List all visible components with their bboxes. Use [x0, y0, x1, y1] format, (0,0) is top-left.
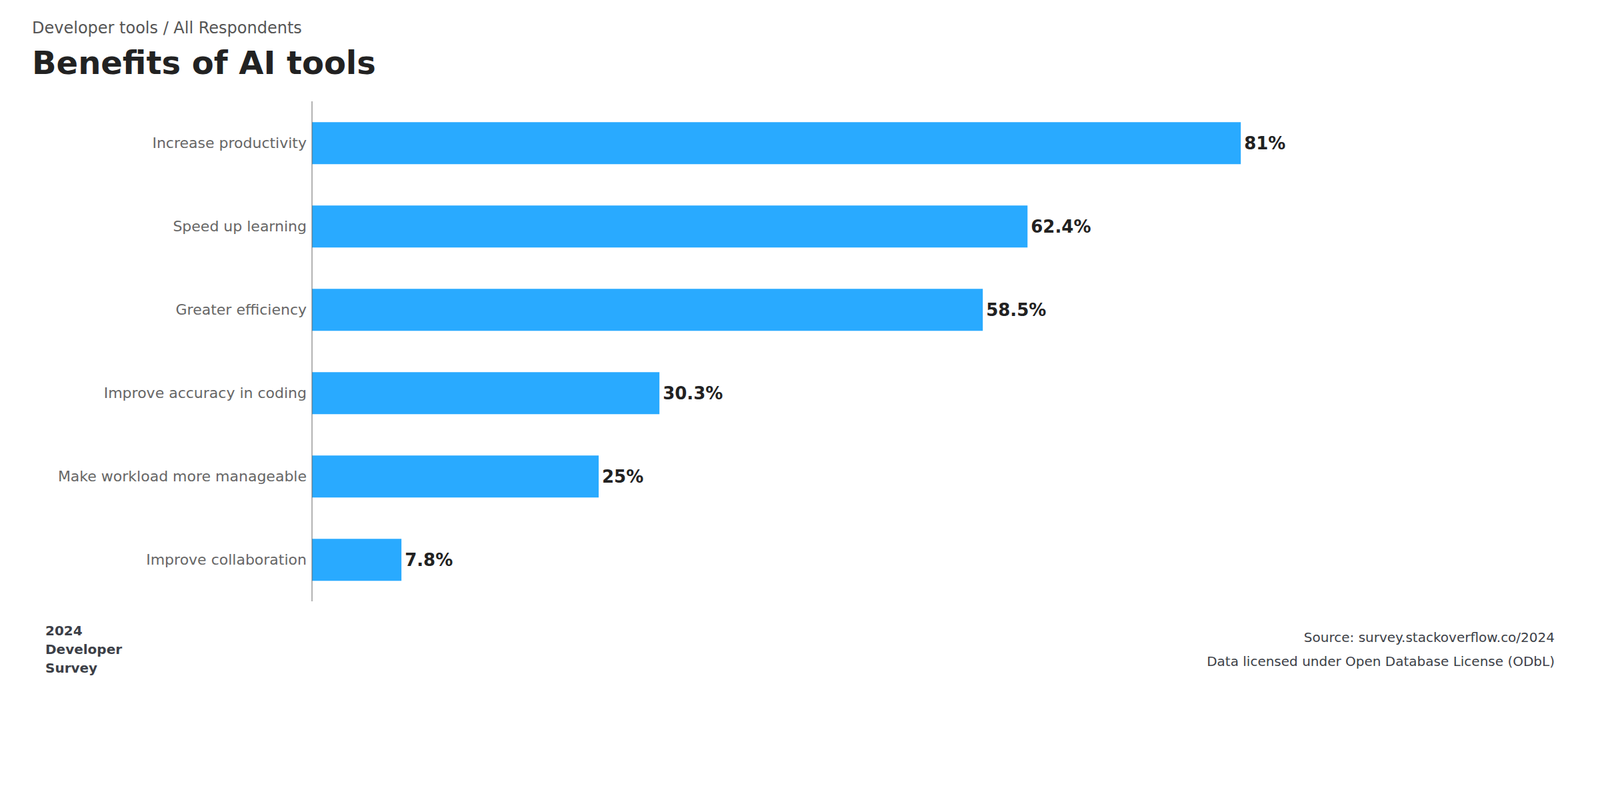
svg-text:30.3%: 30.3% [662, 383, 723, 404]
svg-text:81%: 81% [1244, 133, 1286, 154]
html-text:Developer tools / All Responde: Developer tools / All Respondents [32, 18, 302, 38]
svg-text:62.4%: 62.4% [1030, 216, 1091, 237]
html-text:2024 Developer Survey: 2024 Developer Survey [45, 622, 123, 676]
html-text:Source: survey.stackoverflow.c: Source: survey.stackoverflow.co/2024 [1303, 629, 1555, 646]
html-text:Benefits of AI tools: Benefits of AI tools [32, 44, 376, 82]
svg-text:Greater efficiency: Greater efficiency [176, 301, 307, 318]
svg-text:Speed up learning: Speed up learning [172, 218, 307, 235]
svg-text:Increase productivity: Increase productivity [152, 134, 307, 152]
svg-text:Make workload more manageable: Make workload more manageable [58, 468, 307, 485]
svg-text:25%: 25% [602, 466, 644, 487]
svg-text:58.5%: 58.5% [986, 300, 1046, 320]
html-text:Data licensed under Open Datab: Data licensed under Open Database Licens… [1206, 653, 1555, 670]
svg-text:7.8%: 7.8% [404, 550, 453, 570]
svg-text:Improve accuracy in coding: Improve accuracy in coding [104, 384, 307, 402]
svg-text:Improve collaboration: Improve collaboration [146, 551, 307, 568]
